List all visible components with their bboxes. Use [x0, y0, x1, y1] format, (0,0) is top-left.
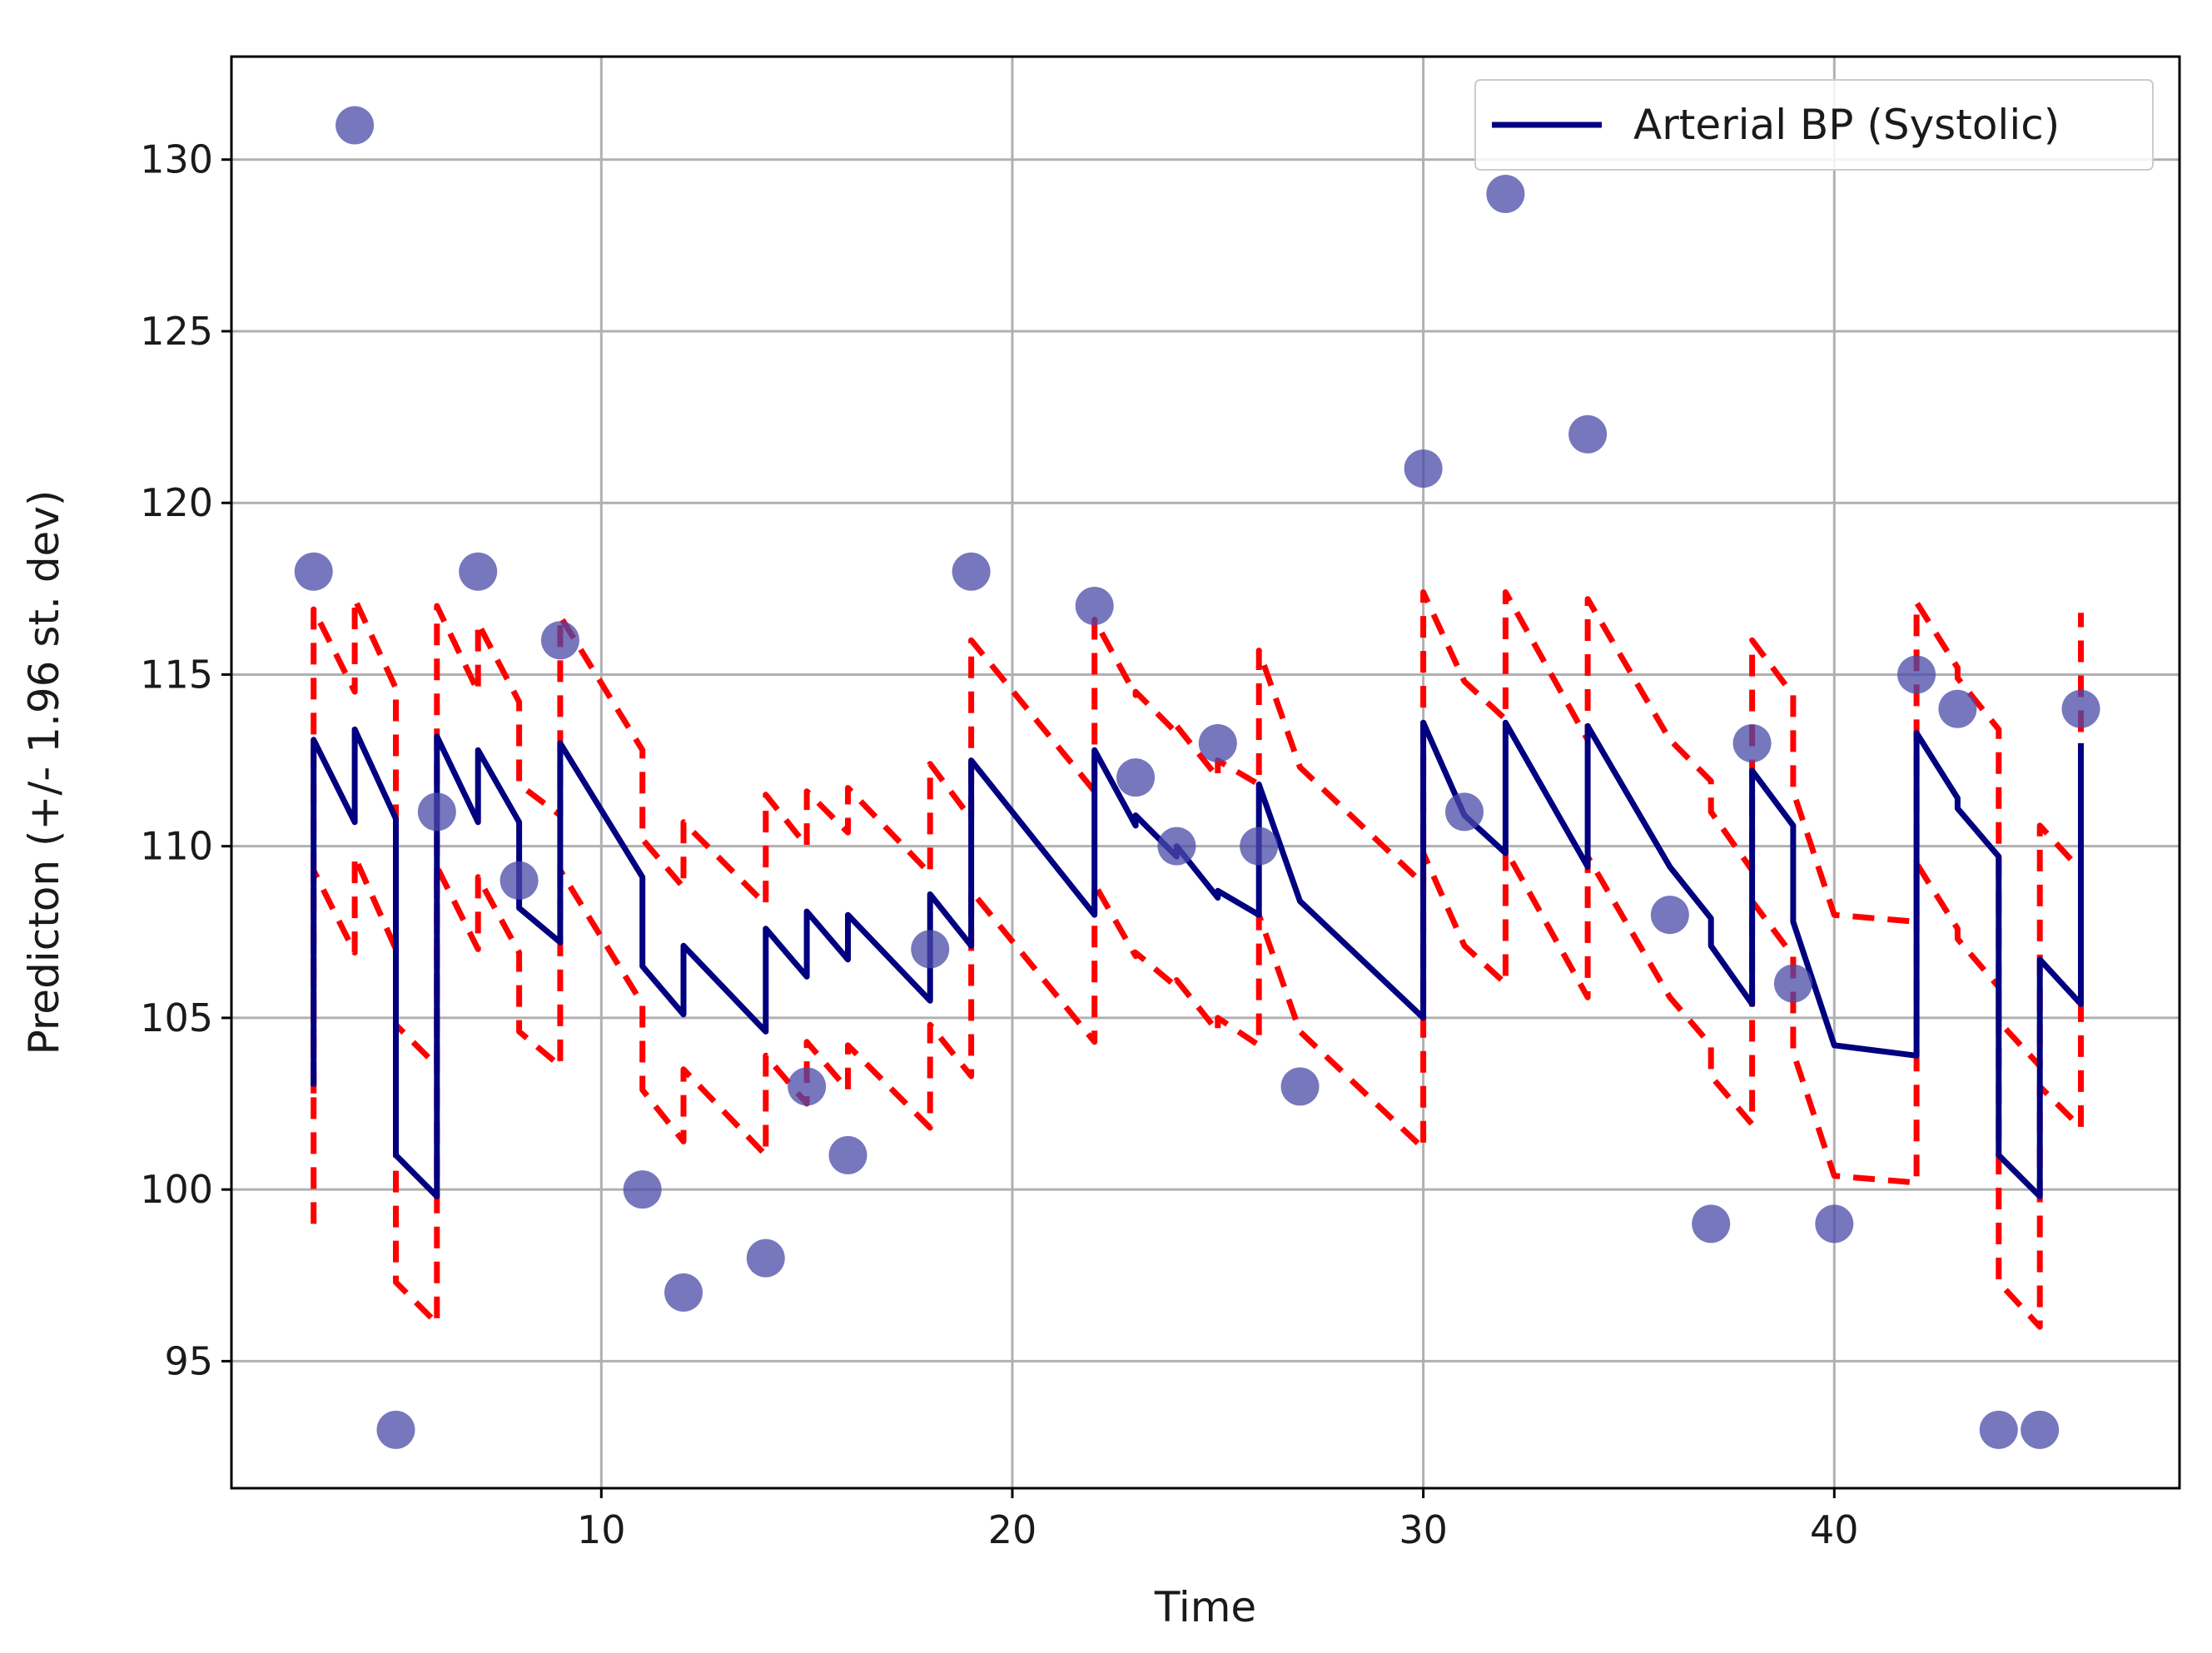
x-axis-ticks: 10 20 30 40: [577, 1488, 1859, 1552]
grid-lines: [231, 57, 2180, 1488]
x-tick-label: 10: [577, 1507, 626, 1552]
observation-point: [2061, 689, 2100, 728]
observation-point: [1240, 826, 1279, 866]
observation-point: [336, 106, 375, 145]
observation-point: [1692, 1204, 1731, 1243]
legend-label: Arterial BP (Systolic): [1633, 101, 2060, 149]
x-tick-label: 20: [988, 1507, 1037, 1552]
lower-bound-series: [311, 846, 2084, 1330]
observation-point: [294, 552, 333, 591]
y-tick-label: 110: [140, 824, 213, 869]
observation-point: [1773, 964, 1812, 1003]
observation-point: [1157, 826, 1196, 866]
observation-point: [459, 552, 498, 591]
observation-point: [1938, 689, 1977, 728]
observation-point: [664, 1273, 703, 1312]
y-tick-label: 120: [140, 480, 213, 525]
observation-point: [376, 1410, 415, 1449]
upper-bound-series: [311, 589, 2084, 1224]
observation-point: [1897, 655, 1936, 694]
observation-point: [788, 1067, 827, 1106]
observation-point: [540, 621, 579, 660]
upper-bound-line: [311, 589, 2084, 1224]
x-tick-label: 40: [1810, 1507, 1859, 1552]
observation-point: [1445, 792, 1484, 831]
observation-point: [417, 792, 456, 831]
legend: Arterial BP (Systolic): [1474, 79, 2154, 171]
prediction-line: [311, 719, 2084, 1199]
observation-point: [500, 861, 539, 900]
prediction-series: [311, 719, 2084, 1199]
observation-point: [911, 930, 950, 969]
observation-point: [1116, 758, 1156, 797]
observation-point: [1979, 1410, 2018, 1449]
y-tick-label: 95: [164, 1338, 213, 1383]
observation-point: [1075, 586, 1114, 625]
observation-point: [1815, 1204, 1854, 1243]
observation-point: [952, 552, 991, 591]
observation-point: [746, 1239, 785, 1278]
observation-point: [1650, 896, 1689, 935]
y-tick-label: 105: [140, 995, 213, 1040]
observation-point: [1732, 723, 1772, 762]
legend-box: [1474, 79, 2154, 171]
plot-area: [230, 55, 2181, 1490]
observation-point: [828, 1135, 867, 1174]
x-tick-label: 30: [1399, 1507, 1448, 1552]
observation-point: [623, 1170, 662, 1209]
y-tick-label: 100: [140, 1167, 213, 1212]
y-axis-ticks: 95 100 105 110 115 120 125 130: [140, 137, 231, 1383]
y-axis-title: Predicton (+/- 1.96 st. dev): [20, 490, 68, 1055]
lower-bound-line: [311, 846, 2084, 1330]
observation-point: [1568, 414, 1608, 454]
y-tick-label: 130: [140, 137, 213, 182]
y-tick-label: 115: [140, 652, 213, 697]
observation-points: [294, 106, 2100, 1449]
observation-point: [1198, 723, 1237, 762]
observation-point: [2021, 1410, 2060, 1449]
observation-point: [1486, 174, 1525, 213]
x-axis-title: Time: [1154, 1583, 1256, 1631]
observation-point: [1404, 449, 1443, 488]
y-tick-label: 125: [140, 309, 213, 354]
observation-point: [1280, 1067, 1320, 1106]
